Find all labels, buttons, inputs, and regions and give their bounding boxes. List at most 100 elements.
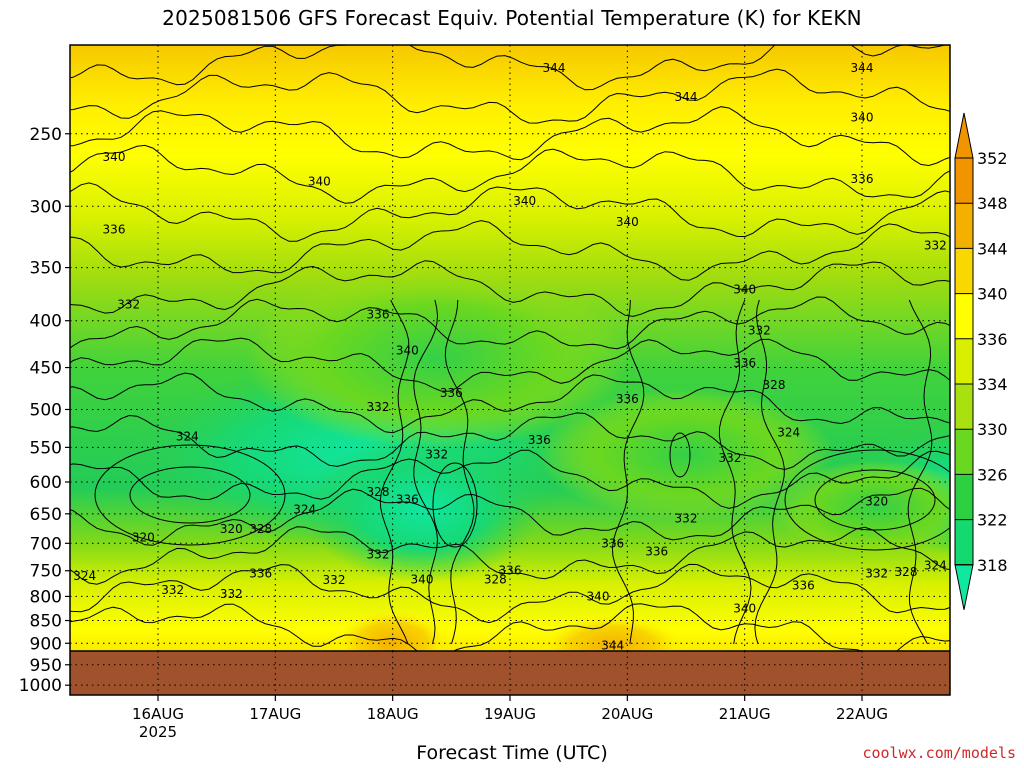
field-shade <box>538 389 834 520</box>
contour-label: 332 <box>719 451 742 465</box>
contour-label: 344 <box>601 638 624 652</box>
contour-label: 340 <box>587 589 610 603</box>
plot-area <box>70 45 950 695</box>
contour-line <box>70 563 950 624</box>
x-tick-label: 17AUG <box>249 705 301 723</box>
contour-line <box>70 526 950 585</box>
contour-label: 336 <box>733 356 756 370</box>
contour-line <box>129 466 251 524</box>
contour-label: 324 <box>924 558 947 572</box>
colorbar-segment <box>955 158 973 204</box>
contour-line <box>70 487 950 546</box>
y-tick-label: 750 <box>30 562 62 582</box>
contour-line <box>754 299 785 645</box>
y-tick-label: 500 <box>30 400 62 420</box>
contour-line <box>718 299 752 645</box>
y-tick-label: 600 <box>30 473 62 493</box>
x-tick-label: 22AUG <box>836 705 888 723</box>
contour-line <box>70 106 950 167</box>
contour-line <box>70 68 950 124</box>
contour-label: 340 <box>308 175 331 189</box>
contour-label: 324 <box>293 503 316 517</box>
contour-line <box>611 299 645 645</box>
contour-line <box>70 449 950 509</box>
credit-text: coolwx.com/models <box>862 744 1016 762</box>
contour-label: 336 <box>645 545 668 559</box>
contour-label: 332 <box>161 583 184 597</box>
colorbar-label: 322 <box>977 511 1008 530</box>
contour-label: 332 <box>323 573 346 587</box>
colorbar-label: 318 <box>977 556 1008 575</box>
x-tick-label: 20AUG <box>601 705 653 723</box>
contour-label: 336 <box>616 392 639 406</box>
contour-label: 324 <box>176 429 199 443</box>
contour-label: 344 <box>543 61 566 75</box>
y-tick-label: 900 <box>30 634 62 654</box>
y-tick-label: 950 <box>30 656 62 676</box>
contour-label: 336 <box>851 172 874 186</box>
colorbar-label: 340 <box>977 285 1008 304</box>
contour-label: 340 <box>616 215 639 229</box>
contour-label: 320 <box>220 522 243 536</box>
field-shade <box>304 432 540 583</box>
contour-label: 328 <box>484 573 507 587</box>
contour-label: 336 <box>367 308 390 322</box>
colorbar-segment <box>955 293 973 339</box>
contour-label: 328 <box>763 378 786 392</box>
contour-label: 340 <box>851 111 874 125</box>
contour-label: 332 <box>675 512 698 526</box>
colorbar-segment <box>955 474 973 520</box>
contour-line <box>70 412 950 471</box>
contour-line <box>907 299 933 645</box>
contour-label: 324 <box>777 426 800 440</box>
y-tick-label: 400 <box>30 312 62 332</box>
contour-label: 332 <box>367 548 390 562</box>
contour-line <box>784 449 950 551</box>
contour-label: 336 <box>396 492 419 506</box>
contour-label: 340 <box>411 573 434 587</box>
contour-label: 336 <box>792 578 815 592</box>
x-axis-title: Forecast Time (UTC) <box>416 742 608 764</box>
contour-label: 324 <box>73 569 96 583</box>
colorbar-label: 330 <box>977 420 1008 439</box>
contour-label: 332 <box>117 297 140 311</box>
contour-label: 336 <box>528 433 551 447</box>
contour-line <box>70 144 950 204</box>
x-tick-label: 21AUG <box>719 705 771 723</box>
contour-label: 328 <box>895 565 918 579</box>
colorbar-segment <box>955 248 973 294</box>
y-tick-label: 700 <box>30 534 62 554</box>
x-tick-sublabel: 2025 <box>139 723 177 741</box>
contour-label: 340 <box>733 283 756 297</box>
y-tick-label: 850 <box>30 612 62 632</box>
contour-label: 344 <box>851 61 874 75</box>
contour-label: 332 <box>425 448 448 462</box>
contour-line <box>94 444 286 546</box>
colorbar-label: 336 <box>977 330 1008 349</box>
contour-line <box>70 220 950 281</box>
y-tick-label: 1000 <box>19 676 62 696</box>
contour-line <box>70 337 950 392</box>
contour-line <box>70 603 950 660</box>
colorbar-segment <box>955 519 973 565</box>
contour-label: 332 <box>220 587 243 601</box>
y-tick-label: 800 <box>30 587 62 607</box>
colorbar-segment <box>955 203 973 249</box>
contour-line <box>70 260 950 317</box>
colorbar-label: 352 <box>977 149 1008 168</box>
contour-line <box>70 45 950 91</box>
contour-line <box>379 299 410 645</box>
colorbar-label: 348 <box>977 194 1008 213</box>
contour-line <box>70 372 950 434</box>
chart-title: 2025081506 GFS Forecast Equiv. Potential… <box>162 6 862 30</box>
contour-label: 344 <box>675 90 698 104</box>
colorbar-extend-max <box>954 112 974 159</box>
contour-label: 332 <box>367 400 390 414</box>
y-tick-label: 350 <box>30 259 62 279</box>
contour-label: 328 <box>249 522 272 536</box>
contour-label: 340 <box>103 150 126 164</box>
contour-label: 340 <box>396 343 419 357</box>
colorbar-segment <box>955 384 973 430</box>
x-tick-label: 16AUG <box>132 705 184 723</box>
